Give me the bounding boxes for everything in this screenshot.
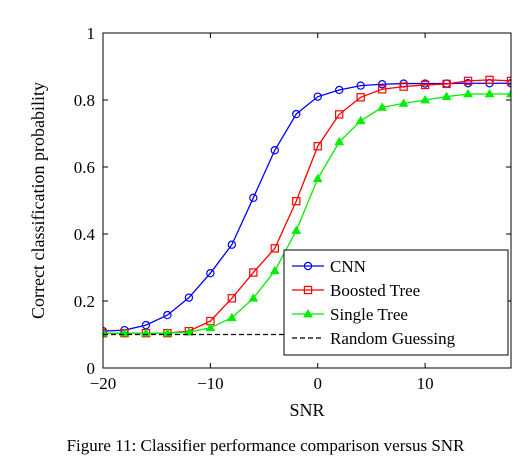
y-tick-label: 0.6 [74, 158, 95, 177]
marker-single-tree [312, 173, 323, 183]
marker-boosted-tree [420, 80, 430, 90]
legend-marker-cnn [303, 261, 313, 271]
plot-area [103, 75, 511, 338]
legend-label-random-guessing: Random Guessing [330, 329, 456, 348]
marker-cnn [292, 109, 301, 119]
marker-single-tree [334, 136, 345, 146]
marker-single-tree [248, 293, 259, 302]
y-tick-label: 0 [87, 359, 96, 378]
marker-single-tree [377, 102, 388, 111]
marker-single-tree [291, 225, 302, 234]
marker-cnn [356, 81, 365, 90]
x-tick-label: −10 [197, 374, 224, 393]
marker-cnn [313, 92, 322, 101]
marker-boosted-tree [399, 82, 408, 91]
marker-boosted-tree [485, 75, 494, 85]
figure-caption: Figure 11: Classifier performance compar… [66, 436, 465, 455]
marker-single-tree [205, 322, 216, 332]
series-line-single-tree [103, 93, 511, 334]
x-axis-title: SNR [289, 400, 324, 420]
legend-label-cnn: CNN [330, 257, 366, 276]
marker-boosted-tree [313, 142, 322, 151]
marker-boosted-tree [227, 294, 237, 303]
y-tick-label: 0.8 [74, 91, 95, 110]
marker-boosted-tree [270, 244, 279, 253]
marker-single-tree [398, 98, 409, 107]
marker-cnn [227, 240, 237, 249]
marker-cnn [335, 85, 344, 95]
plot-frame [102, 32, 512, 369]
marker-single-tree [484, 88, 495, 98]
marker-boosted-tree [292, 196, 301, 206]
x-tick-label: 10 [417, 374, 434, 393]
marker-cnn [377, 80, 387, 89]
marker-boosted-tree [335, 110, 344, 119]
y-tick-label: 0.4 [74, 225, 96, 244]
marker-cnn [249, 193, 258, 203]
marker-boosted-tree [377, 85, 387, 94]
marker-cnn [270, 146, 279, 155]
marker-single-tree [183, 327, 194, 336]
marker-boosted-tree [356, 93, 365, 102]
marker-single-tree [226, 312, 237, 322]
y-tick-label: 1 [87, 24, 96, 43]
marker-single-tree [355, 115, 366, 125]
x-tick-label: 0 [313, 374, 322, 393]
marker-cnn [206, 268, 215, 278]
x-tick-label: −20 [90, 374, 117, 393]
marker-boosted-tree [442, 79, 451, 89]
legend-marker-boosted-tree [303, 285, 313, 295]
marker-single-tree [506, 88, 511, 98]
marker-single-tree [463, 88, 473, 98]
marker-boosted-tree [249, 268, 258, 277]
marker-single-tree [441, 91, 452, 100]
y-axis-title: Correct classification probability [28, 82, 48, 319]
legend: CNN Boosted Tree Single Tree Random Guessin… [283, 249, 509, 356]
line-chart: −20 −10 0 10 0 0.2 0.4 0.6 0.8 1 SNR Correct classi… [28, 24, 512, 420]
y-tick-label: 0.2 [74, 292, 95, 311]
legend-box [283, 249, 509, 356]
marker-single-tree [420, 95, 431, 104]
marker-boosted-tree [463, 76, 473, 86]
legend-label-single-tree: Single Tree [330, 305, 408, 324]
marker-cnn [163, 310, 172, 320]
legend-marker-single-tree [303, 309, 313, 318]
legend-label-boosted-tree: Boosted Tree [330, 281, 420, 300]
marker-single-tree [269, 265, 280, 275]
marker-cnn [184, 293, 194, 302]
